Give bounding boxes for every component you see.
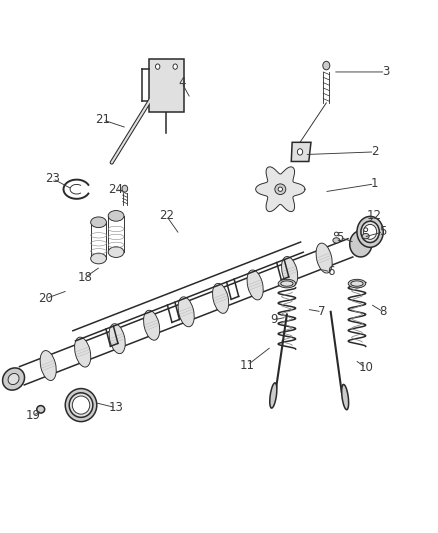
Text: 20: 20 [39, 292, 53, 305]
Ellipse shape [323, 61, 330, 70]
Text: 9: 9 [270, 313, 278, 326]
Ellipse shape [270, 383, 277, 408]
Ellipse shape [333, 238, 340, 243]
Ellipse shape [91, 253, 106, 264]
Ellipse shape [357, 216, 383, 247]
Ellipse shape [342, 384, 349, 410]
Polygon shape [149, 59, 184, 112]
Text: 7: 7 [318, 305, 326, 318]
Ellipse shape [173, 64, 177, 69]
Text: 23: 23 [45, 172, 60, 185]
Ellipse shape [247, 270, 263, 300]
Ellipse shape [8, 374, 19, 385]
Ellipse shape [122, 185, 127, 192]
Text: 10: 10 [358, 361, 373, 374]
Ellipse shape [351, 281, 363, 286]
Ellipse shape [281, 281, 293, 286]
Ellipse shape [212, 284, 229, 313]
Text: 24: 24 [109, 183, 124, 196]
Ellipse shape [108, 211, 124, 221]
Ellipse shape [74, 337, 91, 367]
Ellipse shape [278, 279, 296, 288]
Ellipse shape [297, 149, 303, 155]
Text: 18: 18 [78, 271, 93, 284]
Ellipse shape [348, 279, 366, 288]
Ellipse shape [108, 247, 124, 257]
Ellipse shape [3, 368, 25, 390]
Polygon shape [291, 142, 311, 161]
Ellipse shape [178, 297, 194, 327]
Ellipse shape [362, 233, 369, 239]
Text: 5: 5 [336, 231, 343, 244]
Text: 12: 12 [367, 209, 382, 222]
Ellipse shape [361, 221, 379, 243]
Ellipse shape [40, 351, 56, 381]
Ellipse shape [65, 389, 97, 422]
Polygon shape [256, 167, 305, 212]
Ellipse shape [278, 187, 283, 191]
Ellipse shape [364, 228, 367, 231]
Ellipse shape [275, 184, 286, 195]
Text: 8: 8 [380, 305, 387, 318]
Ellipse shape [364, 224, 377, 239]
Ellipse shape [72, 396, 90, 414]
Ellipse shape [155, 64, 160, 69]
Ellipse shape [109, 324, 125, 354]
Text: 11: 11 [240, 359, 255, 372]
Ellipse shape [91, 217, 106, 228]
Text: 19: 19 [25, 409, 40, 422]
Ellipse shape [282, 256, 298, 287]
Text: 3: 3 [382, 66, 389, 78]
Text: 4: 4 [178, 76, 186, 89]
Ellipse shape [350, 231, 372, 257]
Ellipse shape [335, 232, 338, 236]
Text: 1: 1 [371, 177, 378, 190]
Ellipse shape [316, 243, 332, 273]
Ellipse shape [69, 393, 93, 417]
Text: 22: 22 [159, 209, 174, 222]
Ellipse shape [144, 310, 160, 340]
Ellipse shape [37, 406, 45, 413]
Text: 6: 6 [327, 265, 335, 278]
Text: 13: 13 [109, 401, 124, 414]
Text: 5: 5 [380, 225, 387, 238]
Text: 21: 21 [95, 114, 110, 126]
Text: 2: 2 [371, 146, 378, 158]
